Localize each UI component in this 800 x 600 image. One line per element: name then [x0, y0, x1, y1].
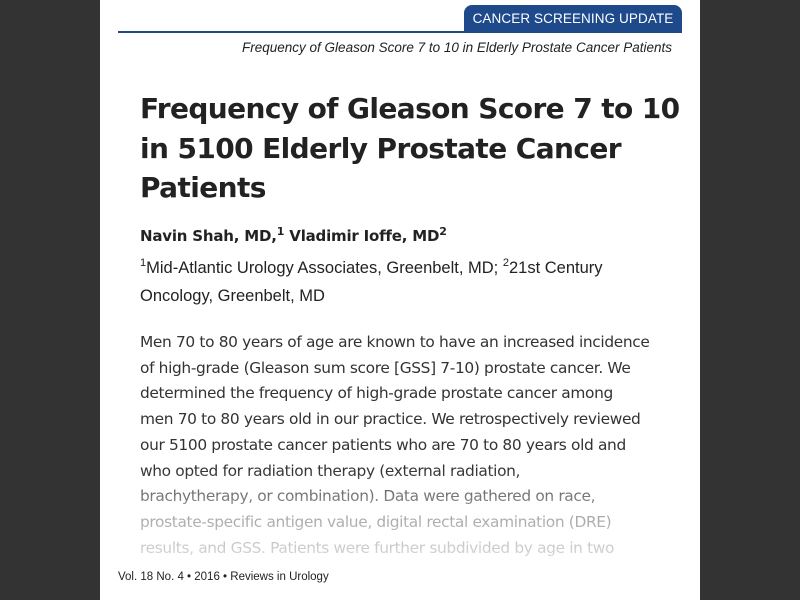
citation-footer: Vol. 18 No. 4 • 2016 • Reviews in Urolog…: [118, 571, 329, 583]
abstract-line: results, and GSS. Patients were further …: [140, 538, 615, 557]
abstract-line: our 5100 prostate cancer patients who ar…: [140, 435, 626, 454]
document-page: CANCER SCREENING UPDATE Frequency of Gle…: [100, 0, 700, 600]
author-list: Navin Shah, MD,1 Vladimir Ioffe, MD2: [140, 225, 447, 245]
affil-ref: 1: [140, 257, 147, 269]
article-title: Frequency of Gleason Score 7 to 10 in 51…: [140, 92, 680, 204]
author-affil-ref: 2: [439, 225, 447, 238]
abstract-text: Men 70 to 80 years of age are known to h…: [140, 330, 670, 561]
section-tab: CANCER SCREENING UPDATE: [464, 5, 682, 32]
affiliations: 1Mid-Atlantic Urology Associates, Greenb…: [140, 254, 680, 310]
abstract-line: who opted for radiation therapy (externa…: [140, 461, 521, 480]
abstract-line: men 70 to 80 years old in our practice. …: [140, 410, 641, 429]
abstract-line: of high-grade (Gleason sum score [GSS] 7…: [140, 358, 631, 377]
abstract-line: Men 70 to 80 years of age are known to h…: [140, 333, 650, 351]
author-name: Navin Shah, MD,: [140, 227, 277, 245]
abstract-line: brachytherapy, or combination). Data wer…: [140, 487, 596, 506]
abstract-line: prostate-specific antigen value, digital…: [140, 512, 612, 531]
header-rule: [118, 31, 682, 33]
abstract-line: determined the frequency of high-grade p…: [140, 384, 613, 403]
affiliation-text: 21st Century Oncology, Greenbelt, MD: [140, 259, 603, 305]
running-head: Frequency of Gleason Score 7 to 10 in El…: [242, 40, 672, 55]
affil-ref: 2: [502, 257, 509, 269]
author-name: Vladimir Ioffe, MD: [289, 227, 440, 245]
affiliation-text: Mid-Atlantic Urology Associates, Greenbe…: [146, 259, 503, 277]
author-affil-ref: 1: [276, 225, 285, 238]
